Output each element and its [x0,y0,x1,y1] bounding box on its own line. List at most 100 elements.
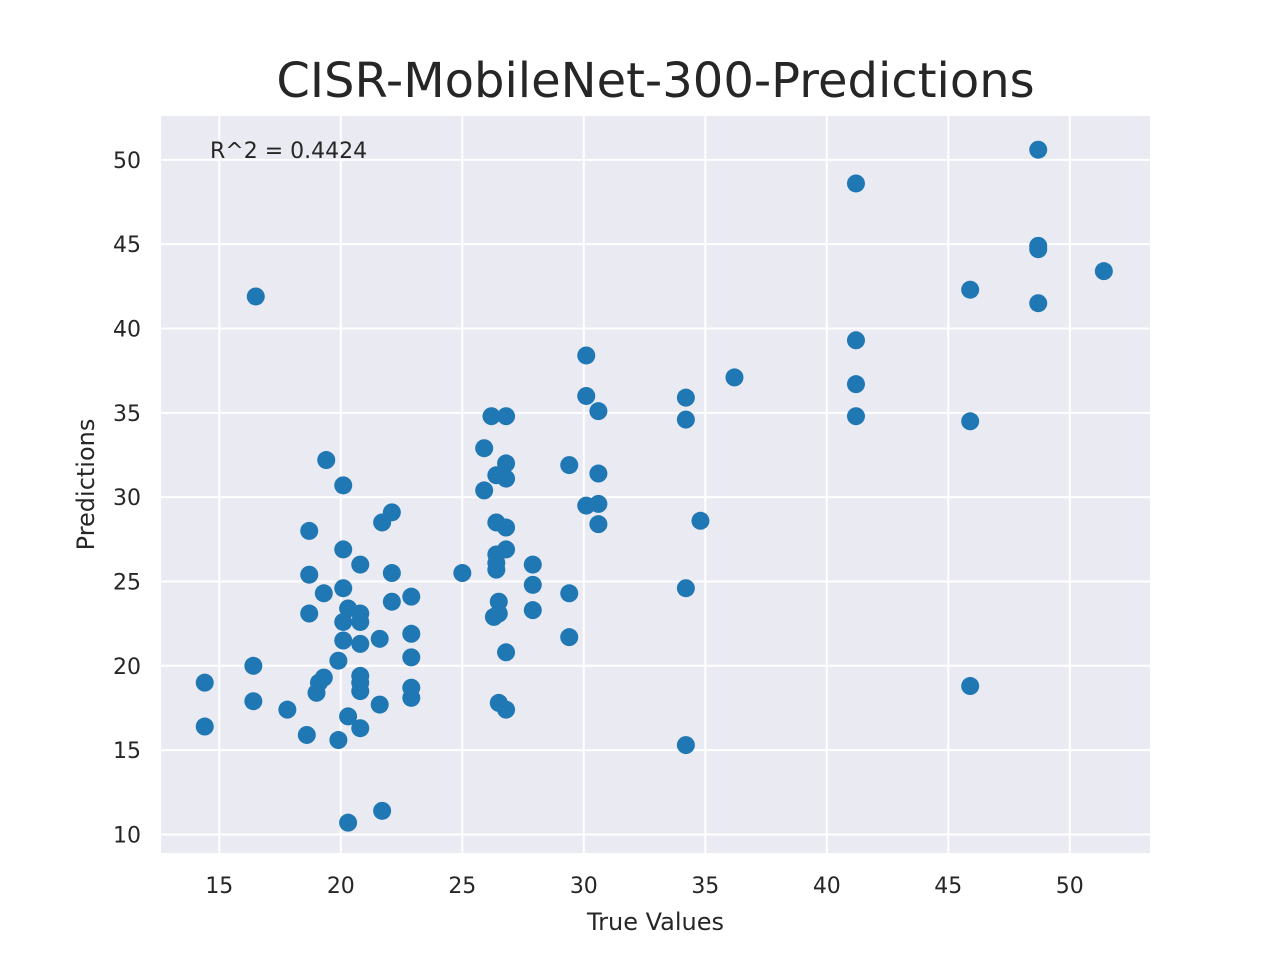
data-point [339,707,358,726]
data-point [482,407,501,426]
data-point [497,540,516,559]
data-point [589,515,608,534]
data-point [676,736,695,755]
data-point [314,668,333,687]
data-point [961,280,980,299]
data-point [846,375,865,394]
data-point [300,604,319,623]
data-point [1094,262,1113,281]
data-point [497,454,516,473]
data-point [334,476,353,495]
data-point [300,521,319,540]
data-point [244,656,263,675]
plot-background [161,116,1150,853]
data-point [497,700,516,719]
data-point [246,287,265,306]
data-point [351,612,370,631]
x-tick-label: 35 [691,874,719,899]
data-point [961,677,980,696]
data-point [676,579,695,598]
y-tick-label: 30 [113,486,141,511]
x-tick-label: 40 [813,874,841,899]
data-point [351,555,370,574]
data-point [370,695,389,714]
data-point [351,682,370,701]
data-point [589,494,608,513]
data-point [382,564,401,583]
x-tick-label: 15 [205,874,233,899]
data-point [497,643,516,662]
data-point [278,700,297,719]
data-point [846,407,865,426]
data-point [370,629,389,648]
data-point [589,402,608,421]
grid-lines [161,116,1150,853]
data-point [725,368,744,387]
data-point [195,717,214,736]
data-point [560,584,579,603]
data-point [523,575,542,594]
x-tick-label: 20 [327,874,355,899]
data-point [373,801,392,820]
data-point [577,386,596,405]
data-point [382,503,401,522]
data-point [351,719,370,738]
x-tick-label: 25 [448,874,476,899]
data-point [317,451,336,470]
data-point [487,560,506,579]
data-point [691,511,710,530]
data-point [334,579,353,598]
y-tick-labels: 10 15 20 25 30 35 40 45 50 [113,149,141,849]
data-point [523,601,542,620]
data-point [402,624,421,643]
data-point [453,564,472,583]
y-tick-label: 20 [113,655,141,680]
x-tick-label: 30 [570,874,598,899]
chart-title: CISR-MobileNet-300-Predictions [276,53,1034,109]
y-tick-label: 50 [113,149,141,174]
data-point [334,540,353,559]
x-axis-label: True Values [586,908,724,936]
data-point [497,518,516,537]
y-axis-label: Predictions [72,419,100,551]
data-point [523,555,542,574]
data-point [297,725,316,744]
data-point [846,331,865,350]
data-point [846,174,865,193]
data-point [1029,294,1048,313]
data-point [244,692,263,711]
data-point [382,592,401,611]
data-point [402,587,421,606]
data-point [961,412,980,431]
x-tick-label: 45 [934,874,962,899]
x-tick-label: 50 [1056,874,1084,899]
data-point [329,651,348,670]
data-point [475,481,494,500]
y-tick-label: 35 [113,402,141,427]
data-point [1029,140,1048,159]
y-tick-label: 45 [113,233,141,258]
data-point [560,628,579,647]
data-point [497,407,516,426]
y-tick-label: 10 [113,823,141,848]
data-point [489,604,508,623]
data-point [560,456,579,475]
data-point [195,673,214,692]
y-tick-label: 15 [113,739,141,764]
data-point [351,634,370,653]
data-point [1029,240,1048,259]
data-point [497,469,516,488]
data-point [314,584,333,603]
data-point [329,731,348,750]
y-tick-label: 25 [113,570,141,595]
data-points [195,140,1113,832]
data-point [589,464,608,483]
y-tick-label: 40 [113,317,141,342]
data-point [300,565,319,584]
data-point [577,346,596,365]
data-point [475,439,494,458]
data-point [402,688,421,707]
data-point [402,648,421,667]
data-point [676,410,695,429]
